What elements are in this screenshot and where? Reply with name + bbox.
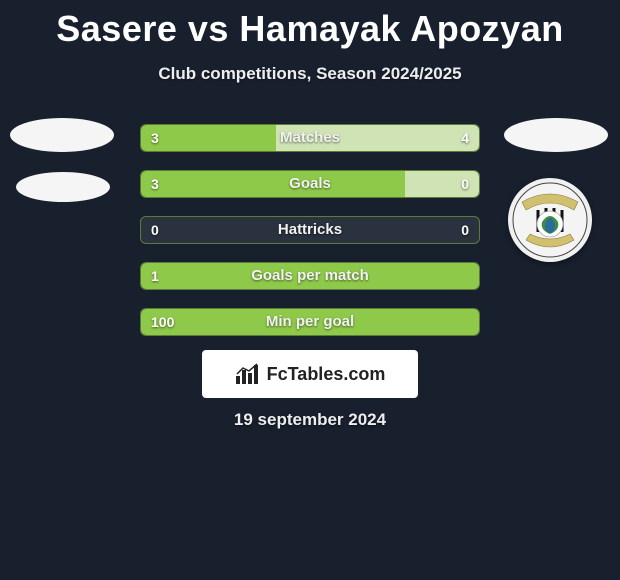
page-title: Sasere vs Hamayak Apozyan (0, 0, 620, 50)
stat-bar: 0 0Hattricks (140, 216, 480, 244)
right-team-logo (508, 178, 592, 262)
player-avatar-placeholder (10, 118, 114, 152)
stat-bar-left-fill (141, 263, 479, 289)
generated-date: 19 september 2024 (0, 410, 620, 430)
left-player-avatars (10, 118, 114, 222)
stat-left-value: 3 (151, 171, 159, 197)
stat-right-value: 0 (461, 171, 469, 197)
club-crest-icon (512, 182, 588, 258)
team-logo-placeholder (16, 172, 110, 202)
stats-bars: 34Matches30Goals00Hattricks1Goals per ma… (140, 124, 480, 354)
stat-right-value: 4 (461, 125, 469, 151)
stat-bar: 1Goals per match (140, 262, 480, 290)
stat-bar: 100Min per goal (140, 308, 480, 336)
stat-bar-left-fill (141, 125, 276, 151)
stat-left-value: 0 (151, 217, 159, 243)
brand-bars-icon (235, 362, 261, 386)
stat-bar-left-fill (141, 171, 405, 197)
stat-left-value: 3 (151, 125, 159, 151)
stat-bar-right-fill (276, 125, 479, 151)
brand-text: FcTables.com (267, 364, 386, 385)
stat-label: Hattricks (141, 217, 479, 243)
stat-bar: 34Matches (140, 124, 480, 152)
stat-right-value: 0 (461, 217, 469, 243)
brand-badge: FcTables.com (202, 350, 418, 398)
stat-bar: 30Goals (140, 170, 480, 198)
stat-left-value: 1 (151, 263, 159, 289)
stat-bar-left-fill (141, 309, 479, 335)
right-player-avatars (504, 118, 608, 152)
stat-left-value: 100 (151, 309, 174, 335)
subtitle: Club competitions, Season 2024/2025 (0, 64, 620, 84)
player-avatar-placeholder (504, 118, 608, 152)
